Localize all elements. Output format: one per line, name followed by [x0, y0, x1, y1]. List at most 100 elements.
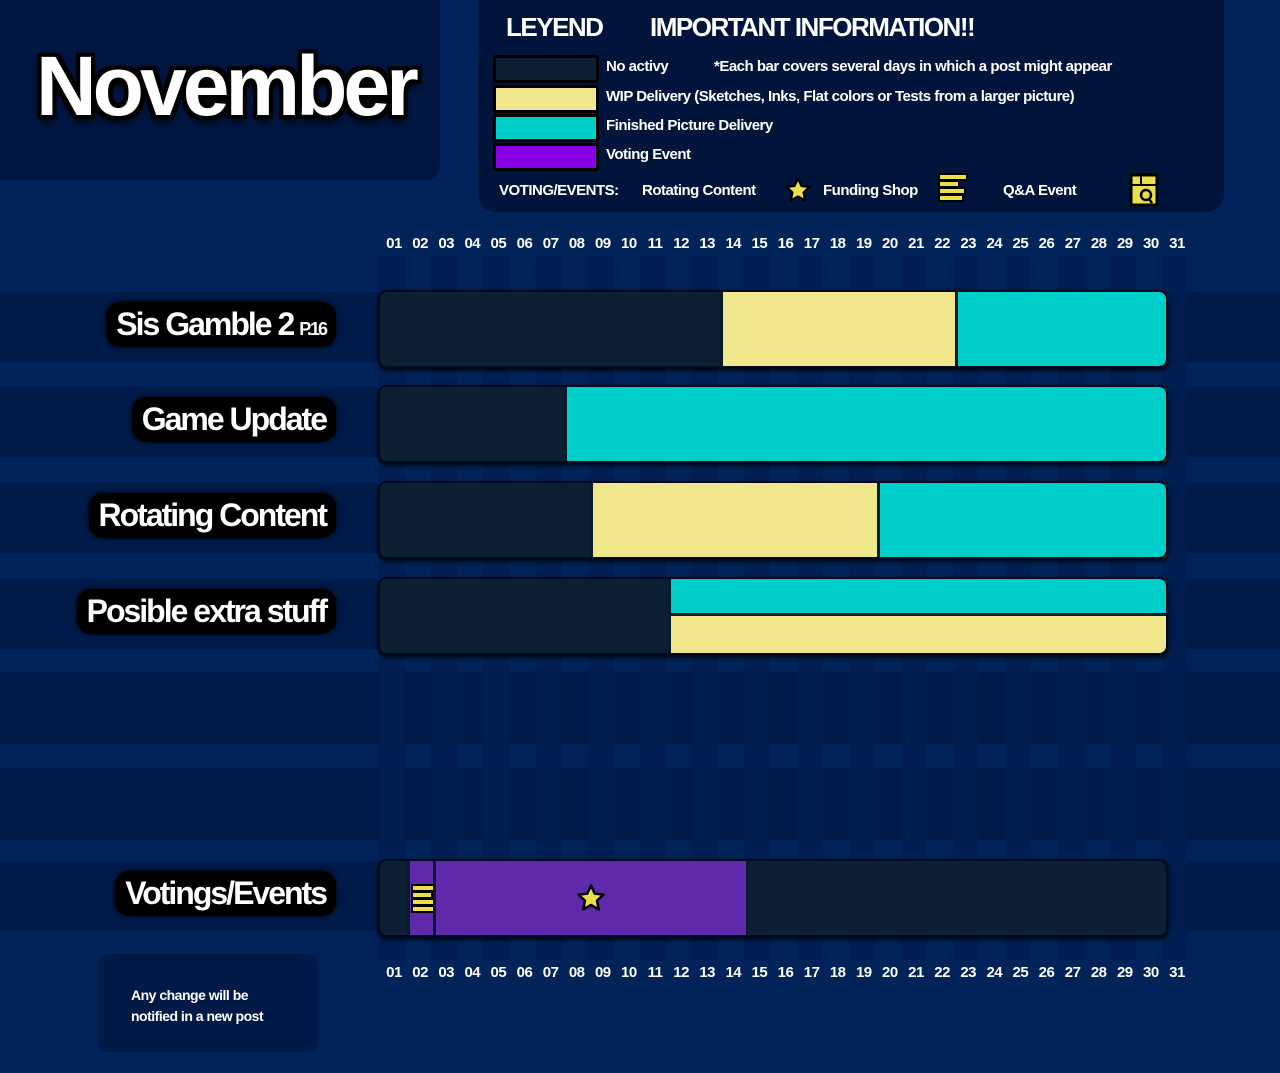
day-tick-label: 24: [986, 235, 1002, 252]
day-tick-text: 28: [1090, 964, 1107, 981]
row-label-text: Posible extra stuff: [86, 593, 328, 629]
day-tick-text: 02: [412, 964, 428, 981]
day-tick-label: 06: [517, 235, 533, 252]
day-tick-label: 31: [1169, 964, 1185, 981]
legend-label: WIP Delivery (Sketches, Inks, Flat color…: [606, 85, 1075, 109]
day-tick-label: 26: [1039, 964, 1055, 981]
day-tick-text: 30: [1143, 964, 1159, 981]
swatch-finished: [493, 114, 599, 142]
day-tick-text: 03: [438, 235, 455, 252]
day-tick-label: 18: [830, 964, 846, 981]
day-tick-label: 25: [1013, 235, 1029, 252]
day-tick-text: 20: [882, 964, 898, 981]
schedule-bar: [378, 385, 1168, 463]
day-tick-label: 05: [491, 964, 507, 981]
day-tick-text: 09: [594, 964, 611, 981]
important-heading: IMPORTANT INFORMATION!!: [650, 12, 976, 43]
row-label-text: Sis Gamble 2: [116, 306, 295, 342]
day-tick-text: 01: [386, 964, 402, 981]
day-tick-text: 07: [542, 964, 559, 981]
events-label-text: VOTING/EVENTS:: [499, 182, 619, 199]
day-tick-text: 03: [438, 964, 455, 981]
day-tick-text: 02: [412, 235, 428, 252]
legend-label: Finished Picture Delivery: [606, 114, 773, 138]
day-tick-text: 30: [1143, 235, 1159, 252]
day-tick-label: 21: [908, 964, 924, 981]
legend-label: Voting Event: [606, 143, 691, 167]
event-rotating-content: Rotating Content: [642, 179, 756, 203]
row-label: Rotating Content: [88, 493, 336, 538]
bar-segment: [381, 579, 669, 653]
swatch-wip: [493, 85, 599, 113]
day-tick-text: 10: [621, 964, 637, 981]
day-tick-text: 24: [986, 964, 1003, 981]
day-tick-label: 02: [412, 964, 428, 981]
row-label: Votings/Events: [115, 871, 336, 916]
day-tick-label: 30: [1143, 235, 1159, 252]
bar-segment: [746, 861, 1166, 935]
bar-segment: [381, 483, 590, 557]
day-tick-text: 20: [882, 235, 898, 252]
day-tick-label: 21: [908, 235, 924, 252]
row-label-suffix: P.16: [299, 319, 328, 339]
row-label-pill: Rotating Content: [88, 493, 336, 538]
funding-shop-icon: [938, 173, 968, 202]
day-tick-text: 11: [647, 235, 663, 252]
footer-note-line: Any change will be: [131, 987, 249, 1003]
important-heading-text: IMPORTANT INFORMATION!!: [650, 12, 976, 42]
day-tick-text: 13: [699, 235, 716, 252]
schedule-bar: [378, 481, 1168, 559]
day-tick-text: 08: [568, 964, 585, 981]
title-text: November: [36, 39, 419, 133]
star-icon: [785, 177, 811, 202]
row-label: Posible extra stuff: [76, 589, 336, 634]
day-tick-text: 06: [516, 964, 533, 981]
schedule-bar: [378, 859, 1168, 937]
day-tick-text: 19: [855, 964, 872, 981]
row-label-pill: Sis Gamble 2 P.16: [106, 302, 336, 347]
day-tick-text: 21: [908, 964, 924, 981]
day-tick-label: 19: [856, 235, 872, 252]
day-tick-label: 30: [1143, 964, 1159, 981]
bar-segment: [433, 861, 747, 935]
day-tick-text: 16: [777, 235, 794, 252]
day-tick-label: 27: [1065, 235, 1081, 252]
day-tick-label: 29: [1117, 235, 1133, 252]
day-tick-text: 07: [542, 235, 559, 252]
day-tick-label: 15: [752, 235, 768, 252]
legend-label: No activy: [606, 55, 669, 79]
legend-note: *Each bar covers several days in which a…: [714, 55, 1112, 79]
day-tick-text: 26: [1038, 235, 1055, 252]
day-tick-label: 18: [830, 235, 846, 252]
day-tick-label: 17: [804, 235, 820, 252]
day-tick-text: 17: [803, 964, 820, 981]
day-tick-label: 10: [621, 964, 637, 981]
day-tick-label: 01: [386, 964, 402, 981]
day-tick-label: 27: [1065, 964, 1081, 981]
day-tick-text: 13: [699, 964, 716, 981]
legend-heading: LEYEND: [506, 12, 604, 43]
day-tick-text: 29: [1116, 235, 1133, 252]
day-tick-label: 11: [648, 235, 663, 252]
day-tick-label: 28: [1091, 964, 1107, 981]
page-title: November: [36, 38, 419, 135]
day-tick-label: 17: [804, 964, 820, 981]
day-tick-text: 25: [1012, 235, 1029, 252]
qa-event-icon: [1129, 173, 1159, 207]
day-tick-text: 15: [751, 964, 768, 981]
row-label-text: Rotating Content: [98, 497, 328, 533]
day-tick-label: 02: [412, 235, 428, 252]
day-tick-text: 04: [464, 235, 481, 252]
day-tick-text: 09: [594, 235, 611, 252]
day-tick-text: 18: [829, 235, 846, 252]
row-label-text: Votings/Events: [125, 875, 328, 911]
day-tick-text: 23: [960, 235, 977, 252]
day-tick-text: 22: [934, 964, 950, 981]
bar-segment: [876, 483, 1166, 557]
day-tick-text: 22: [934, 235, 950, 252]
day-tick-text: 31: [1169, 235, 1185, 252]
day-tick-label: 03: [438, 964, 454, 981]
day-tick-text: 12: [673, 964, 689, 981]
day-tick-label: 05: [491, 235, 507, 252]
bar-segment: [381, 387, 564, 461]
